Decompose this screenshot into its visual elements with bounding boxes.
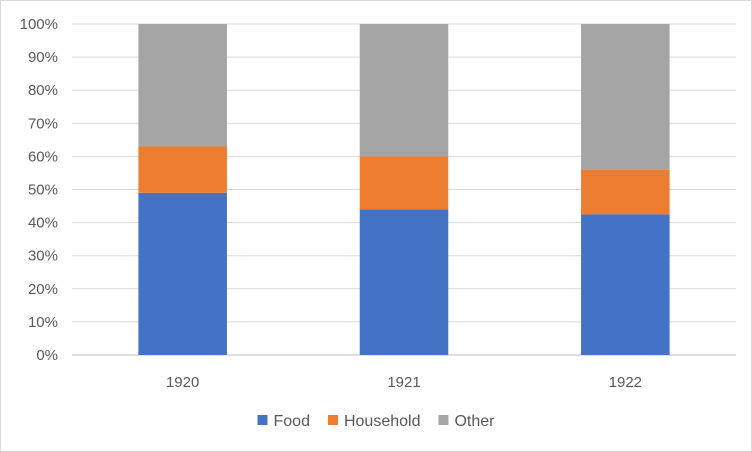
y-tick-label: 20% — [28, 281, 58, 298]
bar-food-1921[interactable] — [359, 209, 449, 355]
y-tick-label: 60% — [28, 148, 58, 165]
y-tick-label: 40% — [28, 215, 58, 232]
y-tick-label: 70% — [28, 115, 58, 132]
y-tick-label: 90% — [28, 49, 58, 66]
x-axis-ticks: 1920 1921 1922 — [166, 374, 642, 391]
legend-item-other[interactable]: Other — [438, 413, 495, 430]
bar-food-1922[interactable] — [581, 214, 670, 355]
legend-item-food[interactable]: Food — [257, 413, 310, 430]
bar-other-1921[interactable] — [359, 24, 449, 157]
y-tick-label: 30% — [28, 248, 58, 265]
legend-swatch — [327, 415, 338, 425]
legend-swatch — [257, 415, 268, 425]
y-tick-label: 100% — [20, 16, 58, 33]
y-tick-label: 80% — [28, 82, 58, 99]
y-tick-label: 0% — [36, 347, 58, 364]
legend-label: Household — [344, 413, 421, 430]
x-tick-label: 1920 — [166, 374, 199, 391]
x-tick-label: 1921 — [387, 374, 420, 391]
y-axis-ticks: 0% 10% 20% 30% 40% 50% 60% 70% 80% 90% 100% — [20, 16, 58, 364]
x-tick-label: 1922 — [609, 374, 642, 391]
legend-label: Food — [274, 413, 310, 430]
legend-swatch — [438, 415, 449, 425]
legend-label: Other — [454, 413, 495, 430]
bars — [138, 24, 670, 355]
y-tick-label: 50% — [28, 182, 58, 199]
legend-item-household[interactable]: Household — [327, 413, 421, 430]
y-tick-label: 10% — [28, 314, 58, 331]
bar-other-1922[interactable] — [581, 24, 670, 170]
bar-household-1920[interactable] — [138, 146, 227, 193]
bar-other-1920[interactable] — [138, 24, 227, 147]
bar-food-1920[interactable] — [138, 192, 227, 355]
bar-household-1921[interactable] — [359, 156, 449, 210]
bar-household-1922[interactable] — [581, 169, 670, 215]
legend[interactable]: Food Household Other — [257, 413, 496, 430]
